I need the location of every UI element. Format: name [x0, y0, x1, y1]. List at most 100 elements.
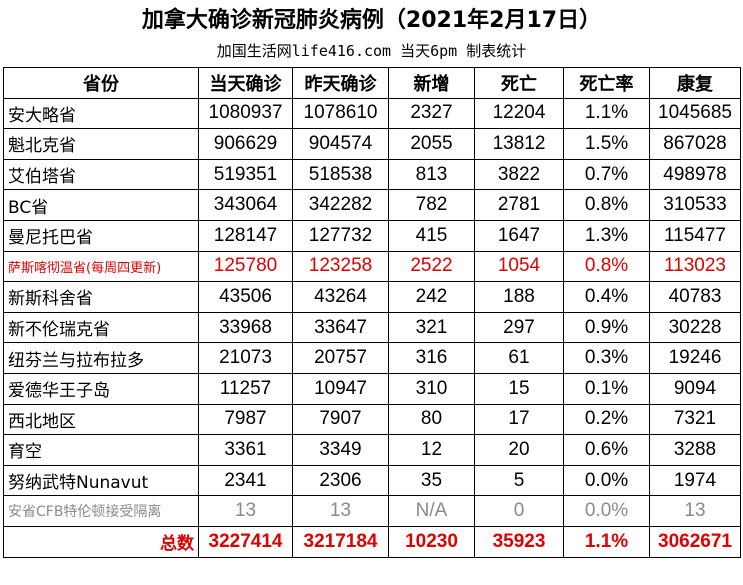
column-header: 死亡 [474, 67, 564, 99]
cell: 0.0% [563, 464, 650, 497]
cell: 19246 [649, 342, 741, 374]
cell: N/A [388, 495, 475, 527]
cell: 1.3% [563, 219, 650, 252]
cell: 1045685 [649, 97, 741, 130]
cell: 10230 [388, 525, 475, 558]
cell: 906629 [198, 128, 293, 160]
table-row: 艾伯塔省 519351 518538 813 3822 0.7% 498978 [3, 158, 741, 191]
cell: 21073 [198, 342, 293, 374]
table-row: 新斯科舍省 43506 43264 242 188 0.4% 40783 [3, 281, 741, 313]
cell: 125780 [198, 250, 293, 283]
row-label: 安大略省 [3, 97, 199, 130]
cell: 20757 [292, 342, 389, 374]
cell: 342282 [292, 189, 389, 221]
cell: 297 [474, 311, 564, 344]
cell: 0.8% [563, 250, 650, 283]
column-header: 昨天确诊 [292, 67, 389, 99]
cell: 415 [388, 219, 475, 252]
table-row: 总数 3227414 3217184 10230 35923 1.1% 3062671 [3, 525, 741, 558]
cell: 0.4% [563, 281, 650, 313]
cell: 1974 [649, 464, 741, 497]
row-label: BC省 [3, 189, 199, 221]
cell: 0.8% [563, 189, 650, 221]
cell: 0.3% [563, 342, 650, 374]
cell: 7987 [198, 403, 293, 436]
row-label: 育空 [3, 434, 199, 466]
data-table: 省份 当天确诊 昨天确诊 新增 死亡 死亡率 康复 安大略省 1080937 1078610 232… [3, 67, 741, 558]
cell: 188 [474, 281, 564, 313]
cell: 242 [388, 281, 475, 313]
table-row: 努纳武特Nunavut 2341 2306 35 5 0.0% 1974 [3, 464, 741, 497]
row-label: 西北地区 [3, 403, 199, 436]
cell: 12204 [474, 97, 564, 130]
column-header: 康复 [649, 67, 741, 99]
cell: 1080937 [198, 97, 293, 130]
cell: 3822 [474, 158, 564, 191]
cell: 0.2% [563, 403, 650, 436]
table-row: 萨斯喀彻温省(每周四更新) 125780 123258 2522 1054 0.8% 113… [3, 250, 741, 283]
cell: 13 [292, 495, 389, 527]
cell: 1054 [474, 250, 564, 283]
cell: 2055 [388, 128, 475, 160]
table-row: 纽芬兰与拉布拉多 21073 20757 316 61 0.3% 19246 [3, 342, 741, 374]
cell: 123258 [292, 250, 389, 283]
cell: 813 [388, 158, 475, 191]
row-label: 总数 [3, 525, 199, 558]
cell: 35 [388, 464, 475, 497]
table-row: 育空 3361 3349 12 20 0.6% 3288 [3, 434, 741, 466]
table-row: BC省 343064 342282 782 2781 0.8% 310533 [3, 189, 741, 221]
column-header: 省份 [3, 67, 199, 99]
cell: 13 [198, 495, 293, 527]
cell: 9094 [649, 372, 741, 405]
cell: 10947 [292, 372, 389, 405]
table-row: 曼尼托巴省 128147 127732 415 1647 1.3% 115477 [3, 219, 741, 252]
cell: 498978 [649, 158, 741, 191]
cell: 30228 [649, 311, 741, 344]
row-label: 魁北克省 [3, 128, 199, 160]
table-row: 安大略省 1080937 1078610 2327 12204 1.1% 1045685 [3, 97, 741, 130]
header-row: 省份 当天确诊 昨天确诊 新增 死亡 死亡率 康复 [3, 67, 741, 99]
cell: 15 [474, 372, 564, 405]
cell: 113023 [649, 250, 741, 283]
cell: 3361 [198, 434, 293, 466]
cell: 17 [474, 403, 564, 436]
cell: 0.0% [563, 495, 650, 527]
row-label: 新斯科舍省 [3, 281, 199, 313]
cell: 2522 [388, 250, 475, 283]
row-label: 新不伦瑞克省 [3, 311, 199, 344]
table-row: 西北地区 7987 7907 80 17 0.2% 7321 [3, 403, 741, 436]
cell: 904574 [292, 128, 389, 160]
cell: 127732 [292, 219, 389, 252]
cell: 343064 [198, 189, 293, 221]
row-label: 纽芬兰与拉布拉多 [3, 342, 199, 374]
row-label: 安省CFB特伦顿接受隔离 [3, 495, 199, 527]
cell: 3349 [292, 434, 389, 466]
column-header: 新增 [388, 67, 475, 99]
cell: 310 [388, 372, 475, 405]
cell: 7907 [292, 403, 389, 436]
cell: 3288 [649, 434, 741, 466]
cell: 0.7% [563, 158, 650, 191]
cell: 11257 [198, 372, 293, 405]
cell: 1647 [474, 219, 564, 252]
cell: 2306 [292, 464, 389, 497]
cell: 40783 [649, 281, 741, 313]
cell: 0.6% [563, 434, 650, 466]
cell: 3227414 [198, 525, 293, 558]
column-header: 死亡率 [563, 67, 650, 99]
cell: 20 [474, 434, 564, 466]
cell: 5 [474, 464, 564, 497]
cell: 1.1% [563, 525, 650, 558]
cell: 0.1% [563, 372, 650, 405]
cell: 115477 [649, 219, 741, 252]
cell: 519351 [198, 158, 293, 191]
cell: 13 [649, 495, 741, 527]
cell: 867028 [649, 128, 741, 160]
cell: 310533 [649, 189, 741, 221]
table-row: 新不伦瑞克省 33968 33647 321 297 0.9% 30228 [3, 311, 741, 344]
cell: 1.5% [563, 128, 650, 160]
column-header: 当天确诊 [198, 67, 293, 99]
cell: 128147 [198, 219, 293, 252]
cell: 2781 [474, 189, 564, 221]
